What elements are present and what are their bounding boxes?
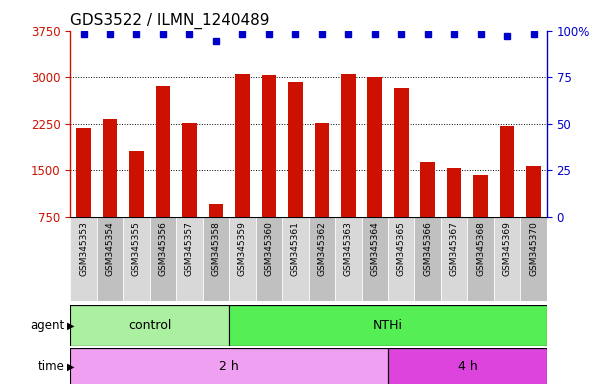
- Bar: [309, 217, 335, 301]
- Text: GSM345370: GSM345370: [529, 221, 538, 276]
- Bar: [208, 204, 223, 217]
- Text: GSM345368: GSM345368: [476, 221, 485, 276]
- Text: GSM345360: GSM345360: [265, 221, 273, 276]
- Bar: [182, 123, 197, 217]
- Bar: [420, 162, 435, 217]
- Bar: [474, 175, 488, 217]
- Text: agent: agent: [30, 319, 64, 332]
- Text: GSM345357: GSM345357: [185, 221, 194, 276]
- Bar: [255, 217, 282, 301]
- Bar: [362, 217, 388, 301]
- Bar: [229, 305, 547, 346]
- Text: GSM345362: GSM345362: [317, 221, 326, 276]
- Bar: [70, 305, 229, 346]
- Text: ▶: ▶: [67, 362, 75, 372]
- Text: GSM345367: GSM345367: [450, 221, 459, 276]
- Bar: [70, 217, 97, 301]
- Bar: [203, 217, 229, 301]
- Bar: [156, 86, 170, 217]
- Text: GSM345356: GSM345356: [158, 221, 167, 276]
- Text: GSM345363: GSM345363: [344, 221, 353, 276]
- Bar: [388, 217, 414, 301]
- Bar: [500, 126, 514, 217]
- Bar: [494, 217, 521, 301]
- Text: GSM345354: GSM345354: [106, 221, 114, 276]
- Bar: [521, 217, 547, 301]
- Bar: [76, 128, 91, 217]
- Bar: [103, 119, 117, 217]
- Text: GDS3522 / ILMN_1240489: GDS3522 / ILMN_1240489: [70, 13, 270, 29]
- Bar: [367, 77, 382, 217]
- Bar: [123, 217, 150, 301]
- Bar: [129, 151, 144, 217]
- Bar: [388, 348, 547, 384]
- Text: GSM345359: GSM345359: [238, 221, 247, 276]
- Text: GSM345366: GSM345366: [423, 221, 432, 276]
- Bar: [341, 74, 356, 217]
- Bar: [97, 217, 123, 301]
- Bar: [526, 166, 541, 217]
- Text: GSM345355: GSM345355: [132, 221, 141, 276]
- Bar: [229, 217, 255, 301]
- Bar: [70, 348, 388, 384]
- Bar: [447, 168, 461, 217]
- Bar: [235, 74, 250, 217]
- Text: 2 h: 2 h: [219, 360, 239, 373]
- Text: ▶: ▶: [67, 321, 75, 331]
- Bar: [315, 123, 329, 217]
- Bar: [150, 217, 176, 301]
- Text: NTHi: NTHi: [373, 319, 403, 332]
- Text: GSM345361: GSM345361: [291, 221, 300, 276]
- Bar: [441, 217, 467, 301]
- Text: 4 h: 4 h: [458, 360, 477, 373]
- Text: time: time: [37, 360, 64, 373]
- Bar: [467, 217, 494, 301]
- Text: GSM345365: GSM345365: [397, 221, 406, 276]
- Text: GSM345358: GSM345358: [211, 221, 221, 276]
- Text: GSM345353: GSM345353: [79, 221, 88, 276]
- Bar: [282, 217, 309, 301]
- Bar: [335, 217, 362, 301]
- Bar: [414, 217, 441, 301]
- Bar: [288, 82, 302, 217]
- Bar: [394, 88, 409, 217]
- Text: GSM345364: GSM345364: [370, 221, 379, 276]
- Bar: [262, 75, 276, 217]
- Text: control: control: [128, 319, 171, 332]
- Text: GSM345369: GSM345369: [503, 221, 511, 276]
- Bar: [176, 217, 203, 301]
